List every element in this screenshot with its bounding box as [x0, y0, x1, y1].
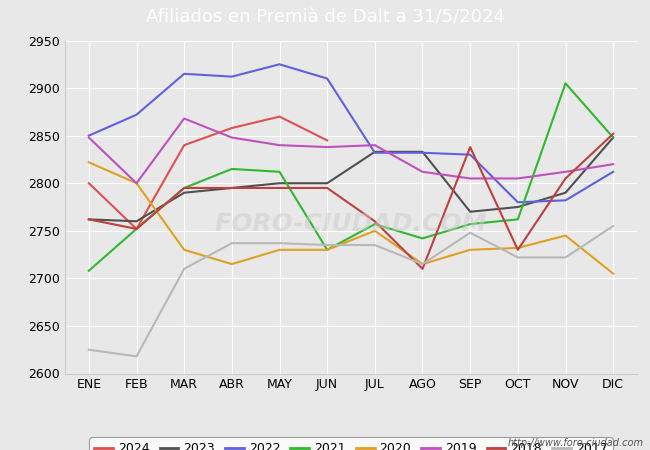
Text: Afiliados en Premià de Dalt a 31/5/2024: Afiliados en Premià de Dalt a 31/5/2024: [146, 9, 504, 27]
Text: http://www.foro-ciudad.com: http://www.foro-ciudad.com: [508, 438, 644, 448]
Text: FORO-CIUDAD.COM: FORO-CIUDAD.COM: [214, 212, 488, 236]
Legend: 2024, 2023, 2022, 2021, 2020, 2019, 2018, 2017: 2024, 2023, 2022, 2021, 2020, 2019, 2018…: [89, 437, 613, 450]
